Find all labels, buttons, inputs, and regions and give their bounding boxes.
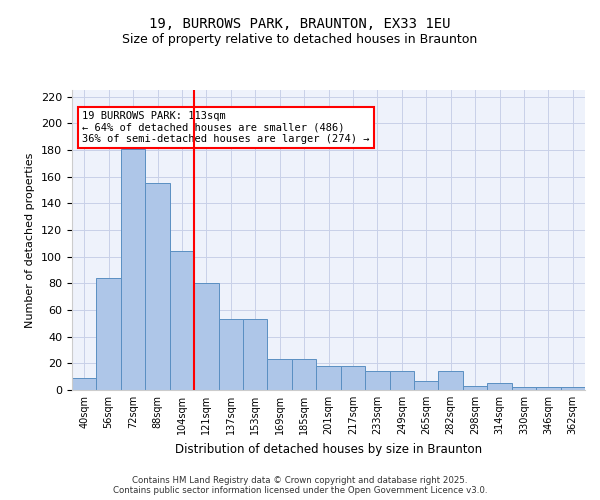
- Bar: [72, 378, 97, 390]
- Bar: [560, 388, 585, 390]
- Text: Size of property relative to detached houses in Braunton: Size of property relative to detached ho…: [122, 32, 478, 46]
- Text: Contains HM Land Registry data © Crown copyright and database right 2025.
Contai: Contains HM Land Registry data © Crown c…: [113, 476, 487, 495]
- Bar: [439, 372, 463, 390]
- Bar: [170, 252, 194, 390]
- Bar: [487, 384, 512, 390]
- Bar: [463, 386, 487, 390]
- Bar: [145, 184, 170, 390]
- Bar: [512, 388, 536, 390]
- Bar: [536, 388, 560, 390]
- Bar: [316, 366, 341, 390]
- Bar: [414, 380, 439, 390]
- Bar: [365, 372, 389, 390]
- Bar: [268, 360, 292, 390]
- Text: 19 BURROWS PARK: 113sqm
← 64% of detached houses are smaller (486)
36% of semi-d: 19 BURROWS PARK: 113sqm ← 64% of detache…: [82, 111, 370, 144]
- Bar: [341, 366, 365, 390]
- Text: 19, BURROWS PARK, BRAUNTON, EX33 1EU: 19, BURROWS PARK, BRAUNTON, EX33 1EU: [149, 18, 451, 32]
- Bar: [243, 320, 268, 390]
- Bar: [389, 372, 414, 390]
- X-axis label: Distribution of detached houses by size in Braunton: Distribution of detached houses by size …: [175, 442, 482, 456]
- Bar: [292, 360, 316, 390]
- Bar: [97, 278, 121, 390]
- Bar: [121, 148, 145, 390]
- Bar: [218, 320, 243, 390]
- Bar: [194, 284, 218, 390]
- Y-axis label: Number of detached properties: Number of detached properties: [25, 152, 35, 328]
